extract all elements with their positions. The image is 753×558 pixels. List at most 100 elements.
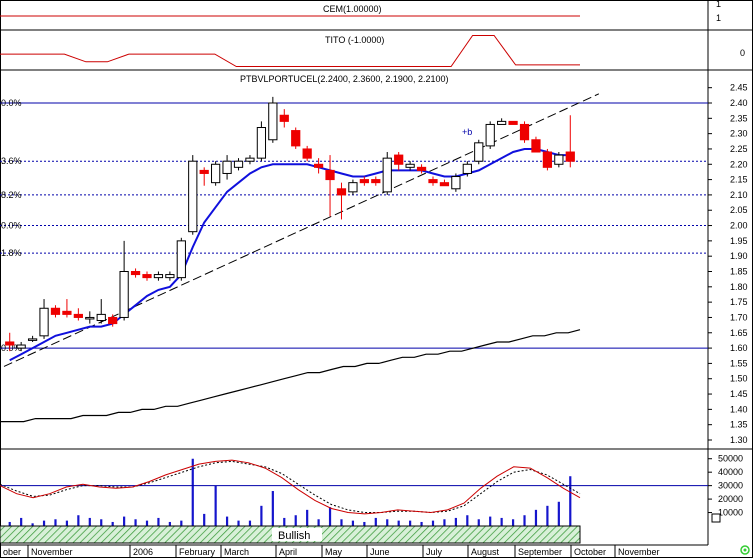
candle-body (497, 120, 507, 125)
candle-body (5, 341, 15, 346)
candle (96, 299, 106, 324)
candle (382, 152, 392, 195)
candle (531, 136, 541, 153)
candle-body (542, 151, 553, 168)
candle (62, 299, 72, 318)
fib-level-label: 0.0% (1, 343, 22, 353)
candle-body (73, 313, 83, 318)
candle-body (359, 179, 369, 184)
price-ytick-label: 1.55 (730, 358, 748, 368)
price-ytick-label: 1.80 (730, 282, 748, 292)
candle-body (565, 151, 575, 162)
month-labels: ober November 2006 February March April May Jun… (3, 545, 660, 558)
candle (211, 161, 221, 186)
candle-body (245, 157, 255, 162)
month-label: April (279, 547, 297, 557)
price-ytick-label: 2.45 (730, 83, 748, 93)
candle (371, 176, 381, 186)
candle-body (508, 120, 518, 125)
price-ytick-label: 1.90 (730, 251, 748, 261)
status-indicator-icon (740, 545, 750, 555)
price-ytick-label: 2.40 (730, 98, 748, 108)
candle-body (416, 166, 427, 171)
candle (73, 308, 83, 321)
price-ytick-label: 1.45 (730, 389, 748, 399)
candle-body (371, 179, 381, 184)
candle (130, 268, 141, 278)
candle (405, 161, 415, 171)
candle-body (439, 182, 450, 187)
candle-body (153, 274, 164, 279)
candle (16, 341, 26, 352)
candle (519, 121, 530, 143)
candle (394, 152, 404, 171)
month-label: June (370, 547, 390, 557)
candle-body (279, 114, 289, 122)
candle (439, 179, 450, 187)
volume-scale-box (711, 513, 721, 523)
candle-body (554, 154, 564, 165)
price-ytick-label: 1.40 (730, 404, 748, 414)
candle-body (256, 127, 267, 159)
candle (462, 161, 472, 177)
candle-body (16, 344, 26, 349)
volume-ytick-label: 50000 (718, 454, 743, 464)
price-ytick-label: 2.15 (730, 175, 748, 185)
candle-body (176, 240, 186, 279)
candle (474, 139, 484, 165)
tito-title: TITO (-1.0000) (325, 35, 384, 45)
candle (497, 118, 507, 125)
volume-panel: 50000 40000 30000 20000 10000 (0, 454, 743, 526)
price-ytick-label: 2.30 (730, 129, 748, 139)
candle-body (462, 163, 472, 174)
month-label: August (471, 547, 500, 557)
price-ytick-label: 2.10 (730, 190, 748, 200)
fib-level-label: 0.0% (1, 221, 22, 231)
candle-body (268, 102, 278, 141)
candle (85, 311, 95, 324)
candle-body (348, 182, 358, 193)
candle-body (336, 188, 347, 196)
candle (428, 176, 438, 186)
volume-ytick-label: 20000 (718, 494, 743, 504)
candle-body (405, 163, 415, 168)
candle-body (50, 307, 61, 315)
candle (165, 271, 175, 281)
month-label: September (518, 547, 562, 557)
candle-body (39, 307, 49, 337)
tito-ytick-0: 0 (740, 48, 745, 58)
candle-body (325, 169, 335, 181)
oscillator-signal-line (0, 460, 581, 514)
fib-level-label: 1.8% (1, 248, 22, 258)
month-label: 2006 (133, 547, 153, 557)
candle-body (165, 274, 175, 279)
candle-body (130, 271, 141, 276)
candle-body (531, 139, 541, 153)
candle (554, 152, 564, 168)
price-ytick-label: 2.05 (730, 205, 748, 215)
candle-body (119, 271, 129, 318)
cem-ytick-1: 1 (716, 0, 721, 9)
candle (542, 148, 553, 171)
candle-body (382, 157, 392, 193)
candle (50, 305, 61, 318)
candle-body (62, 310, 72, 315)
cem-title: CEM(1.00000) (323, 4, 382, 14)
month-label: November (31, 547, 73, 557)
month-label: November (618, 547, 660, 557)
candle-body (199, 169, 209, 174)
candle (359, 176, 369, 186)
candle (199, 167, 209, 186)
candle-body (474, 142, 484, 162)
candle (27, 335, 38, 342)
candle (256, 121, 267, 162)
candle (279, 109, 289, 128)
price-ytick-label: 2.35 (730, 113, 748, 123)
candle (222, 155, 232, 180)
fib-level-label: 3.6% (1, 156, 22, 166)
candle (268, 96, 278, 143)
cem-ytick-2: 1 (716, 13, 721, 23)
candle (142, 271, 152, 281)
candle (302, 145, 312, 162)
